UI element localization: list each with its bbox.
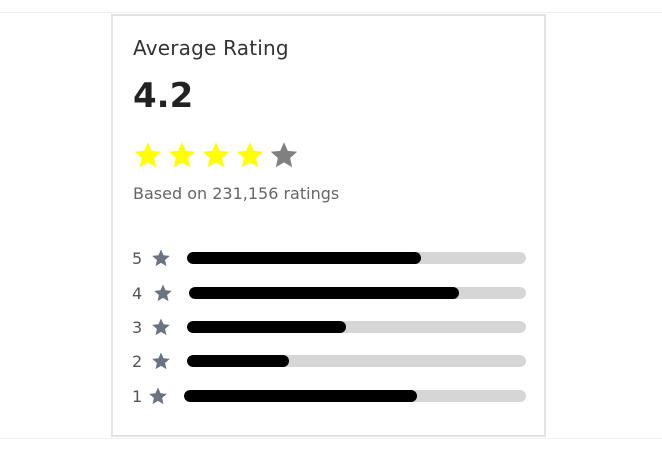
progress-track: [187, 321, 526, 333]
rating-count-text: Based on 231,156 ratings: [133, 184, 339, 203]
star-icon-3: [201, 140, 231, 170]
progress-track: [189, 287, 526, 299]
progress-fill: [187, 355, 289, 367]
progress-track: [187, 252, 526, 264]
progress-fill: [187, 321, 346, 333]
card-title: Average Rating: [133, 36, 289, 60]
progress-fill: [187, 252, 421, 264]
star-icon-4: [235, 140, 265, 170]
breakdown-row-4: 4: [113, 283, 544, 303]
breakdown-row-2: 2: [113, 351, 544, 371]
row-label: 5: [132, 249, 142, 268]
star-icon: [151, 248, 171, 272]
breakdown-row-1: 1: [113, 386, 544, 406]
row-label: 3: [132, 318, 142, 337]
star-icon: [148, 386, 168, 410]
star-icon: [151, 317, 171, 341]
breakdown-row-3: 3: [113, 317, 544, 337]
average-score: 4.2: [133, 76, 193, 116]
average-rating-card: Average Rating 4.2 Based on 231,156 rati…: [111, 14, 546, 437]
progress-track: [187, 355, 526, 367]
star-icon: [153, 283, 173, 307]
star-rating: [133, 140, 299, 170]
breakdown-row-5: 5: [113, 248, 544, 268]
star-icon-2: [167, 140, 197, 170]
progress-track: [184, 390, 526, 402]
bottom-divider: [0, 438, 662, 439]
top-divider: [0, 12, 662, 13]
progress-fill: [184, 390, 417, 402]
row-label: 2: [132, 352, 142, 371]
progress-fill: [189, 287, 459, 299]
row-label: 4: [132, 284, 142, 303]
star-icon-5: [269, 140, 299, 170]
star-icon-1: [133, 140, 163, 170]
row-label: 1: [132, 387, 142, 406]
star-icon: [151, 351, 171, 375]
